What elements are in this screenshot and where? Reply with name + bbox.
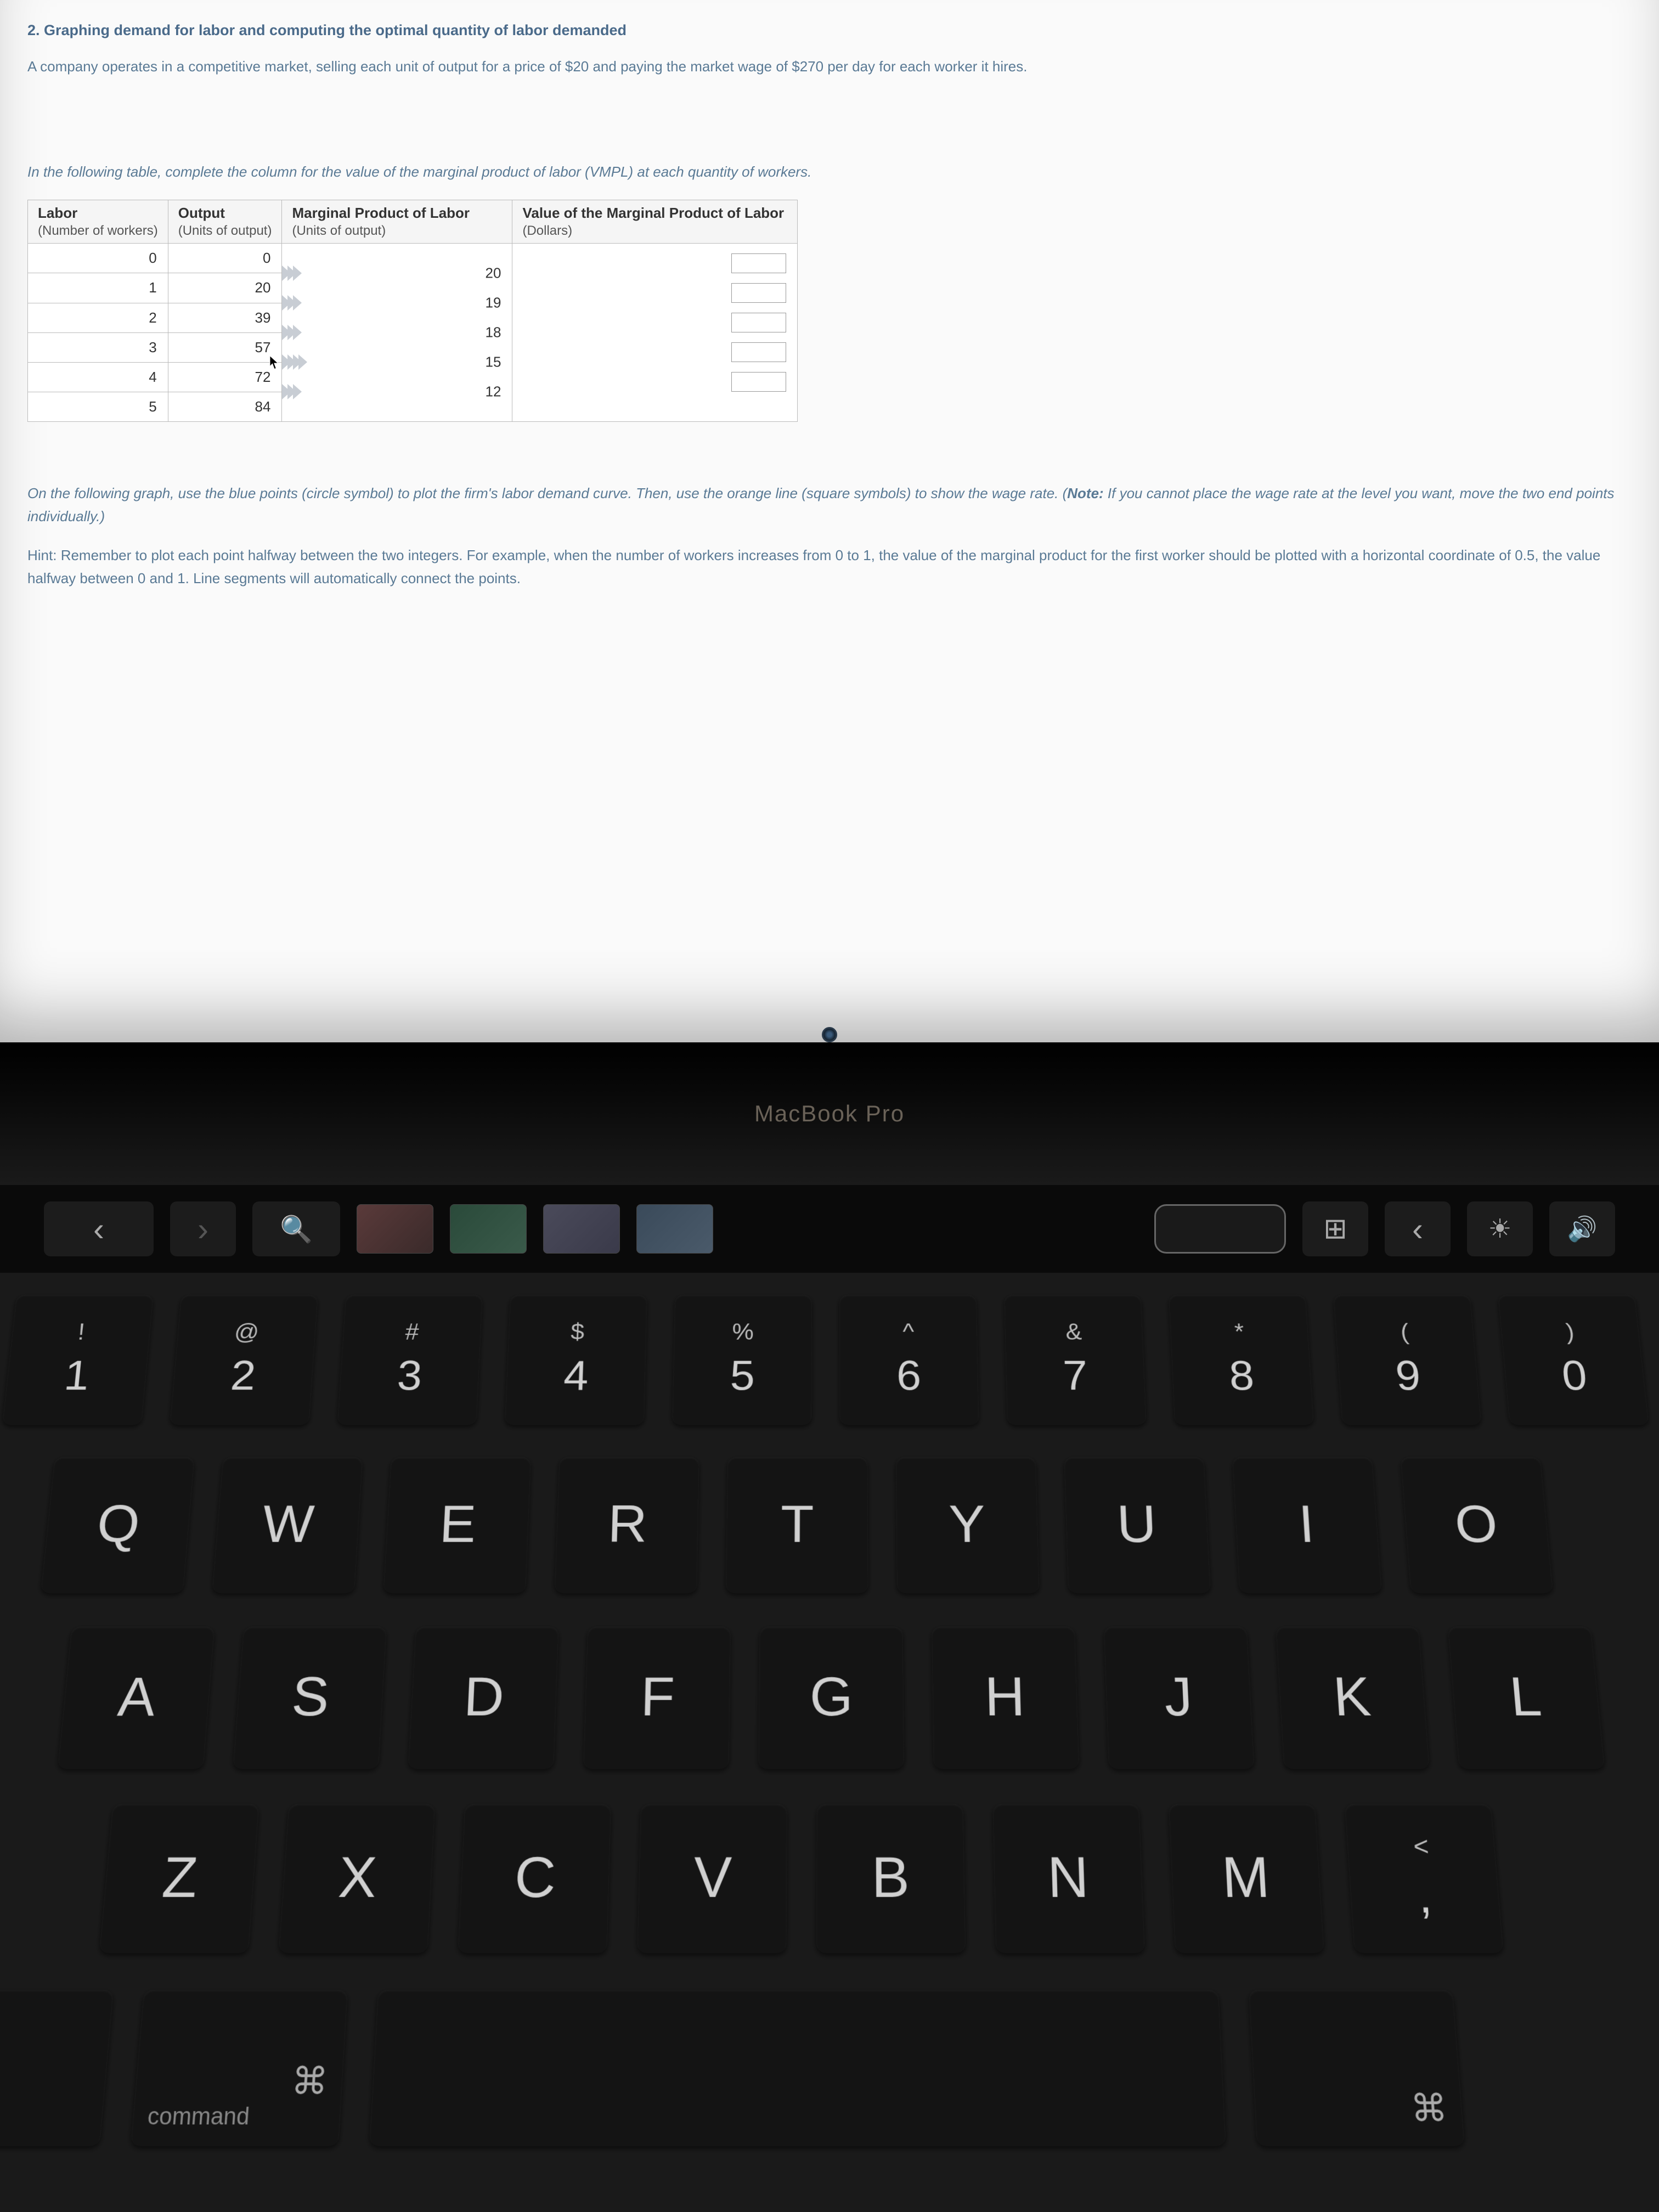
table-row: 0 0 20 19 18 — [28, 244, 798, 273]
key-n[interactable]: N — [992, 1804, 1145, 1953]
touchbar-volume-button[interactable]: 🔊 — [1549, 1201, 1615, 1256]
key-m[interactable]: M — [1169, 1804, 1324, 1953]
col-output-header: Output (Units of output) — [168, 200, 282, 244]
vmpl-input[interactable] — [731, 313, 786, 332]
macbook-label: MacBook Pro — [754, 1101, 905, 1127]
key-b[interactable]: B — [816, 1804, 966, 1953]
vmpl-input[interactable] — [731, 283, 786, 303]
key-0[interactable]: )0 — [1498, 1295, 1649, 1425]
key-comma[interactable]: <, — [1345, 1804, 1504, 1953]
touchbar-thumbnail[interactable] — [450, 1204, 527, 1254]
touchbar-forward-button[interactable]: › — [170, 1201, 236, 1256]
command-icon: ⌘ — [290, 2059, 330, 2103]
mpl-cell: 12 — [282, 377, 512, 407]
laptop-hinge: MacBook Pro — [0, 1042, 1659, 1185]
key-v[interactable]: V — [637, 1804, 787, 1953]
key-l[interactable]: L — [1448, 1627, 1605, 1769]
mpl-cell: 20 — [282, 258, 512, 288]
keyboard-number-row: !1 @2 #3 $4 %5 ^6 &7 *8 (9 )0 — [2, 1295, 1657, 1425]
vmpl-input[interactable] — [731, 342, 786, 362]
volume-icon: 🔊 — [1567, 1215, 1598, 1243]
key-1[interactable]: !1 — [2, 1295, 154, 1425]
brightness-icon: ☀ — [1488, 1214, 1511, 1244]
key-q[interactable]: Q — [41, 1457, 195, 1593]
keyboard-qwerty-row: Q W E R T Y U I O — [0, 1457, 1659, 1593]
key-u[interactable]: U — [1064, 1457, 1211, 1593]
key-3[interactable]: #3 — [337, 1295, 483, 1425]
mpl-cell: 19 — [282, 288, 512, 318]
key-r[interactable]: R — [554, 1457, 699, 1593]
section-title: 2. Graphing demand for labor and computi… — [27, 22, 1632, 39]
intro-paragraph: A company operates in a competitive mark… — [27, 55, 1632, 78]
keyboard-modifier-row: ⌘ command ⌘ — [0, 1990, 1659, 2146]
key-fn[interactable] — [0, 1990, 114, 2146]
key-e[interactable]: E — [383, 1457, 531, 1593]
vmpl-table: Labor (Number of workers) Output (Units … — [27, 200, 798, 422]
key-d[interactable]: D — [408, 1627, 558, 1769]
key-o[interactable]: O — [1400, 1457, 1553, 1593]
vmpl-input[interactable] — [731, 372, 786, 392]
command-icon: ⌘ — [1409, 2086, 1449, 2131]
touchbar: ‹ › 🔍 ⊞ ‹ ☀ 🔊 — [0, 1185, 1659, 1273]
key-t[interactable]: T — [726, 1457, 868, 1593]
key-9[interactable]: (9 — [1333, 1295, 1482, 1425]
keyboard: !1 @2 #3 $4 %5 ^6 &7 *8 (9 )0 Q W E R T … — [0, 1273, 1659, 2212]
touchbar-thumbnail[interactable] — [543, 1204, 620, 1254]
touchbar-back-button[interactable]: ‹ — [44, 1201, 154, 1256]
col-mpl-header: Marginal Product of Labor (Units of outp… — [282, 200, 512, 244]
chevron-left-icon: ‹ — [1412, 1210, 1423, 1248]
key-a[interactable]: A — [58, 1627, 215, 1769]
key-2[interactable]: @2 — [170, 1295, 318, 1425]
key-s[interactable]: S — [233, 1627, 387, 1769]
touchbar-thumbnail[interactable] — [357, 1204, 433, 1254]
vmpl-input[interactable] — [731, 253, 786, 273]
table-instruction: In the following table, complete the col… — [27, 161, 1632, 184]
touchbar-thumbnail[interactable] — [636, 1204, 713, 1254]
key-6[interactable]: ^6 — [839, 1295, 979, 1425]
mpl-cell: 15 — [282, 347, 512, 377]
keyboard-home-row: A S D F G H J K L — [0, 1627, 1659, 1769]
key-command-right[interactable]: ⌘ — [1249, 1990, 1465, 2146]
key-7[interactable]: &7 — [1004, 1295, 1147, 1425]
touchbar-brightness-button[interactable]: ☀ — [1467, 1201, 1533, 1256]
key-8[interactable]: *8 — [1169, 1295, 1314, 1425]
key-spacebar[interactable] — [369, 1990, 1226, 2146]
touchbar-slider[interactable] — [1154, 1204, 1286, 1254]
key-h[interactable]: H — [932, 1627, 1080, 1769]
key-w[interactable]: W — [212, 1457, 363, 1593]
add-window-icon: ⊞ — [1323, 1212, 1347, 1245]
screen-content: 2. Graphing demand for labor and computi… — [0, 0, 1659, 1042]
graph-instruction: On the following graph, use the blue poi… — [27, 482, 1632, 528]
key-c[interactable]: C — [458, 1804, 611, 1953]
key-k[interactable]: K — [1276, 1627, 1430, 1769]
key-z[interactable]: Z — [99, 1804, 259, 1953]
touchbar-collapse-button[interactable]: ‹ — [1385, 1201, 1451, 1256]
key-j[interactable]: J — [1104, 1627, 1255, 1769]
col-labor-header: Labor (Number of workers) — [28, 200, 168, 244]
touchbar-add-button[interactable]: ⊞ — [1302, 1201, 1368, 1256]
key-i[interactable]: I — [1232, 1457, 1382, 1593]
keyboard-bottom-row: Z X C V B N M <, — [0, 1804, 1659, 1953]
key-f[interactable]: F — [583, 1627, 731, 1769]
hint-text: Hint: Remember to plot each point halfwa… — [27, 544, 1632, 590]
key-y[interactable]: Y — [896, 1457, 1040, 1593]
key-g[interactable]: G — [758, 1627, 904, 1769]
table-body: 0 0 20 19 18 — [28, 244, 798, 422]
camera-icon — [822, 1027, 837, 1042]
search-icon: 🔍 — [280, 1214, 313, 1245]
key-x[interactable]: X — [279, 1804, 436, 1953]
key-4[interactable]: $4 — [505, 1295, 647, 1425]
mpl-cell: 18 — [282, 318, 512, 347]
touchbar-search-button[interactable]: 🔍 — [252, 1201, 340, 1256]
key-5[interactable]: %5 — [672, 1295, 812, 1425]
key-command-left[interactable]: ⌘ command — [131, 1990, 348, 2146]
col-vmpl-header: Value of the Marginal Product of Labor (… — [512, 200, 798, 244]
